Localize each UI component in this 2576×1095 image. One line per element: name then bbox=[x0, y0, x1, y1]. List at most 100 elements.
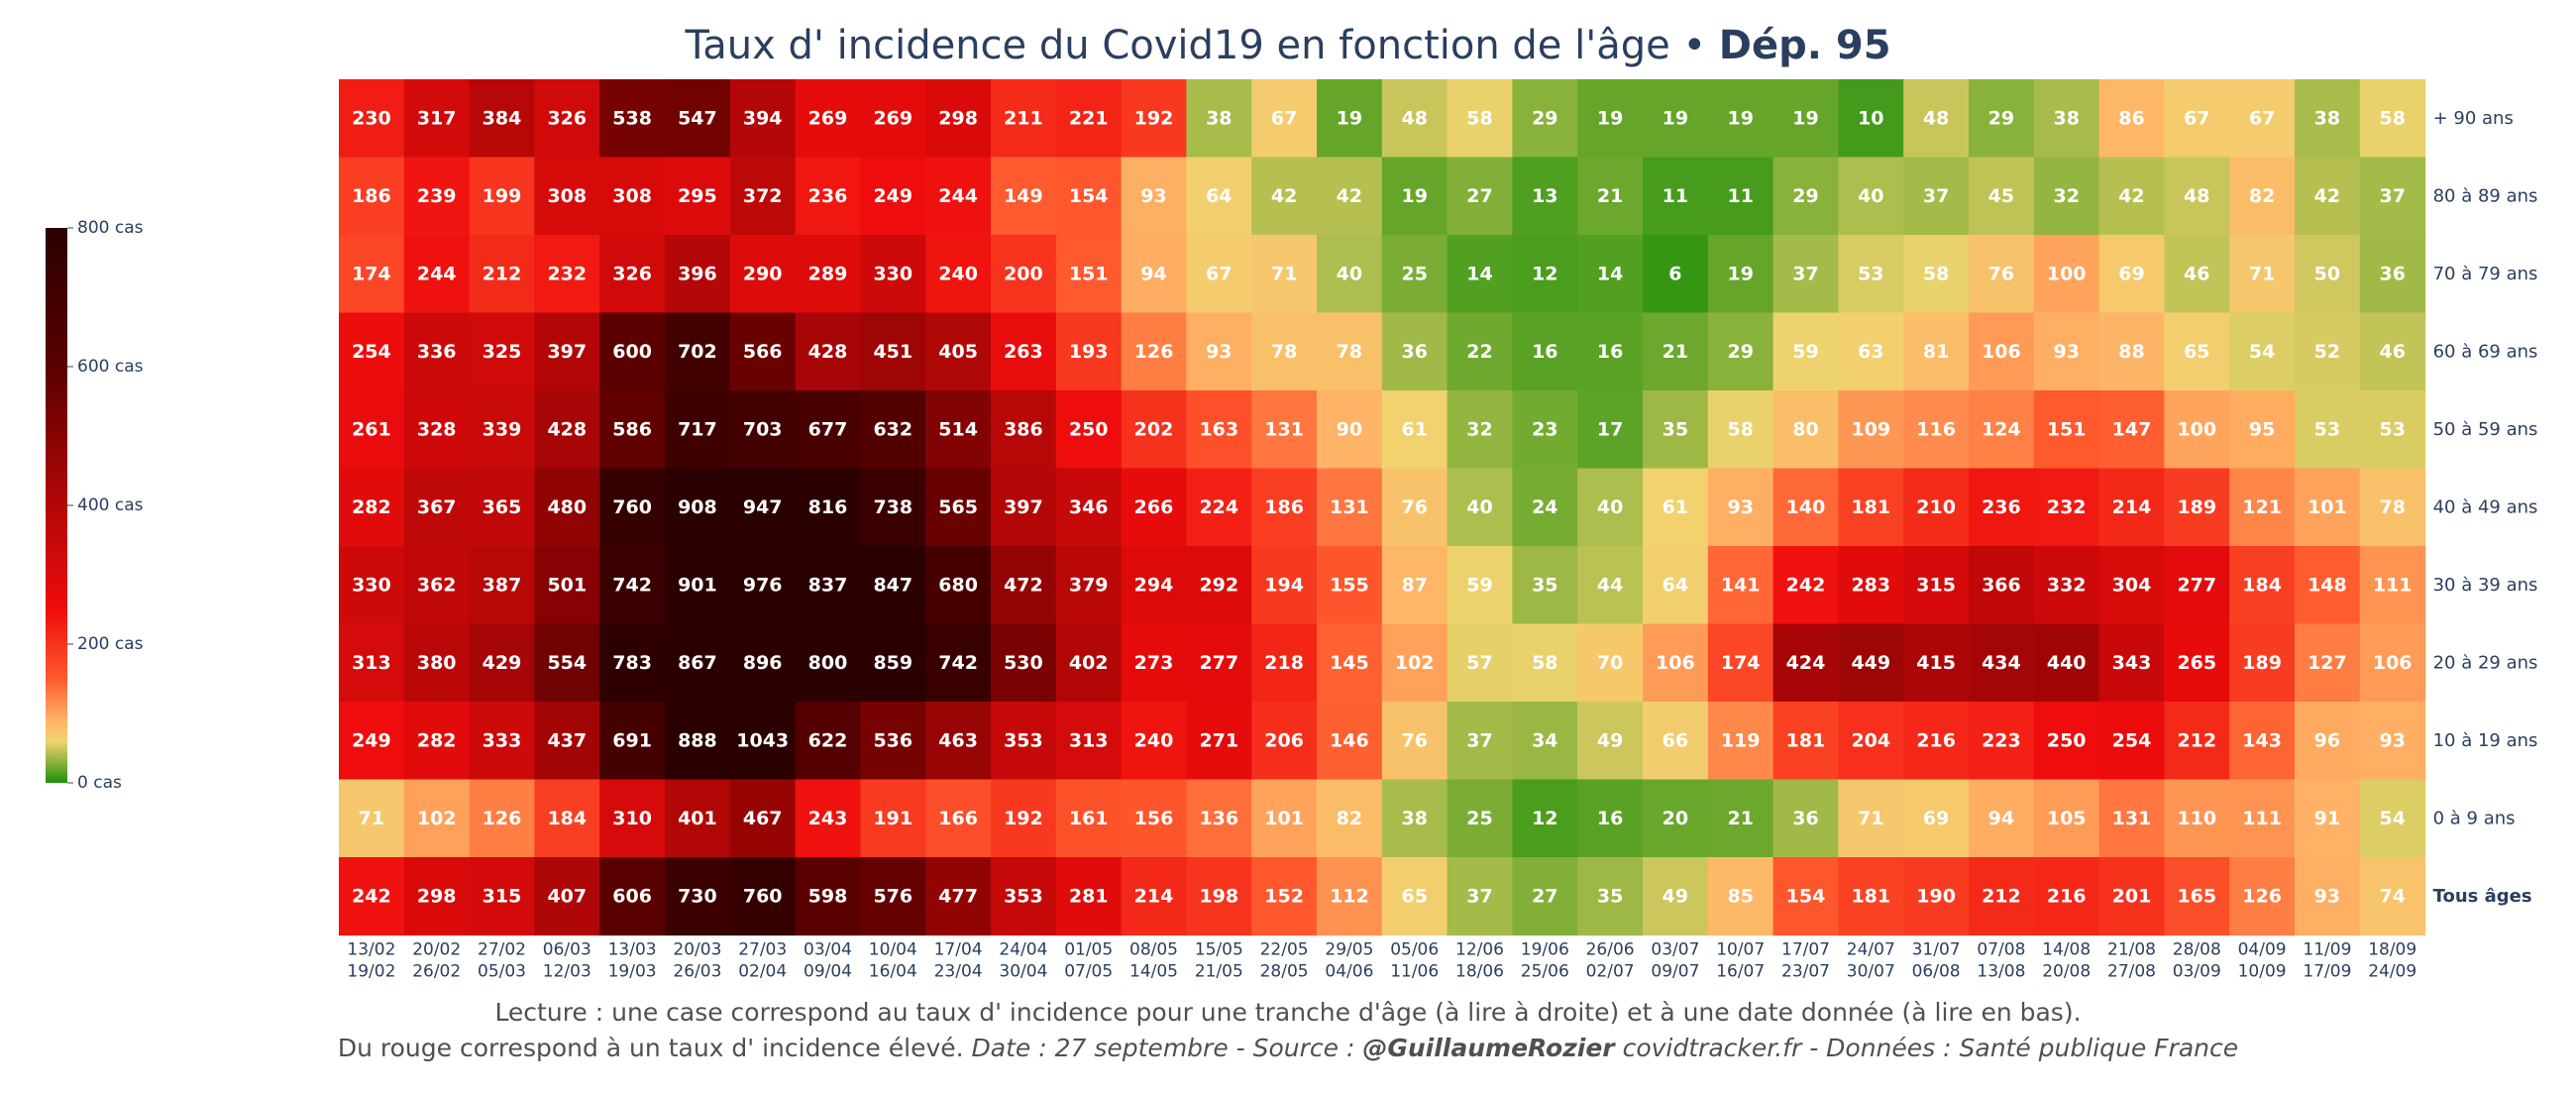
heatmap-cell bbox=[1772, 79, 1839, 159]
heatmap-cell bbox=[2098, 312, 2165, 391]
heatmap-cell bbox=[729, 312, 797, 391]
column-label-end: 19/03 bbox=[608, 962, 657, 982]
cell-value-label: 501 bbox=[547, 574, 587, 596]
heatmap-cell bbox=[1055, 546, 1123, 625]
heatmap-cell bbox=[1447, 468, 1513, 547]
cell-value-label: 57 bbox=[1466, 652, 1492, 674]
heatmap-cell bbox=[1903, 623, 1970, 703]
heatmap-cell bbox=[1251, 702, 1318, 781]
heatmap-cell bbox=[339, 546, 405, 625]
cell-value-label: 54 bbox=[2249, 341, 2275, 363]
heatmap-cell bbox=[1186, 702, 1252, 781]
heatmap-cell bbox=[469, 702, 535, 781]
cell-value-label: 48 bbox=[2184, 185, 2209, 207]
cell-value-label: 428 bbox=[808, 341, 848, 363]
heatmap-cell bbox=[1317, 157, 1383, 236]
heatmap-cell bbox=[991, 312, 1057, 391]
heatmap-cell bbox=[2164, 546, 2230, 625]
heatmap-cell bbox=[339, 390, 405, 470]
cell-value-label: 147 bbox=[2112, 418, 2152, 440]
heatmap-cell bbox=[534, 702, 600, 781]
heatmap-cell bbox=[795, 468, 861, 547]
cell-value-label: 947 bbox=[743, 496, 783, 518]
heatmap-cell bbox=[2359, 235, 2426, 314]
column-label-start: 27/03 bbox=[738, 940, 787, 960]
heatmap-cell bbox=[1707, 312, 1774, 391]
cell-value-label: 40 bbox=[1337, 263, 1362, 284]
heatmap-cell bbox=[1577, 157, 1644, 236]
heatmap-cell bbox=[1251, 79, 1318, 159]
heatmap-cell bbox=[2229, 468, 2296, 547]
cell-value-label: 166 bbox=[938, 808, 978, 829]
column-label-end: 16/07 bbox=[1716, 962, 1765, 982]
heatmap-cell bbox=[665, 157, 731, 236]
heatmap-cell bbox=[1772, 157, 1839, 236]
cell-value-label: 434 bbox=[1982, 652, 2021, 674]
cell-value-label: 78 bbox=[1271, 341, 1297, 363]
heatmap-cell bbox=[729, 157, 797, 236]
heatmap-cell bbox=[1186, 235, 1252, 314]
heatmap-cell bbox=[2098, 468, 2165, 547]
heatmap-cell bbox=[1838, 468, 1904, 547]
cell-value-label: 121 bbox=[2242, 496, 2282, 518]
cell-value-label: 110 bbox=[2177, 808, 2216, 829]
cell-value-label: 10 bbox=[1858, 107, 1883, 129]
heatmap-cell bbox=[1055, 157, 1123, 236]
heatmap-cell bbox=[1317, 857, 1383, 936]
heatmap-cell bbox=[1969, 623, 2035, 703]
cell-value-label: 155 bbox=[1330, 574, 1369, 596]
heatmap-cell bbox=[1969, 468, 2035, 547]
heatmap-cell bbox=[2033, 390, 2100, 470]
heatmap-cell bbox=[534, 235, 600, 314]
cell-value-label: 538 bbox=[612, 107, 652, 129]
heatmap-cell bbox=[860, 857, 926, 936]
heatmap-cell bbox=[2164, 702, 2230, 781]
heatmap-cell bbox=[795, 623, 861, 703]
column-label-start: 08/05 bbox=[1129, 940, 1178, 960]
cell-value-label: 58 bbox=[1532, 652, 1557, 674]
cell-value-label: 232 bbox=[2047, 496, 2087, 518]
heatmap-cell bbox=[534, 157, 600, 236]
heatmap-cell bbox=[534, 79, 600, 159]
cell-value-label: 194 bbox=[1264, 574, 1304, 596]
cell-value-label: 760 bbox=[743, 885, 783, 907]
cell-value-label: 184 bbox=[2242, 574, 2282, 596]
cell-value-label: 131 bbox=[2112, 808, 2152, 829]
cell-value-label: 64 bbox=[1206, 185, 1232, 207]
heatmap-cell bbox=[925, 390, 992, 470]
heatmap-cell bbox=[1055, 702, 1123, 781]
cell-value-label: 131 bbox=[1264, 418, 1304, 440]
cell-value-label: 82 bbox=[2249, 185, 2275, 207]
heatmap-cell bbox=[1251, 312, 1318, 391]
heatmap-cell bbox=[795, 79, 861, 159]
heatmap-cell bbox=[403, 235, 471, 314]
heatmap-cell bbox=[1447, 779, 1513, 858]
heatmap-cell bbox=[599, 623, 666, 703]
cell-value-label: 189 bbox=[2242, 652, 2282, 674]
column-label-end: 17/09 bbox=[2303, 962, 2351, 982]
heatmap-cell bbox=[2295, 468, 2361, 547]
cell-value-label: 372 bbox=[743, 185, 783, 207]
heatmap-cell bbox=[795, 546, 861, 625]
column-label-start: 21/08 bbox=[2107, 940, 2156, 960]
heatmap-cell bbox=[1121, 390, 1187, 470]
cell-value-label: 702 bbox=[678, 341, 717, 363]
cell-value-label: 78 bbox=[2379, 496, 2405, 518]
heatmap-cell bbox=[1903, 235, 1970, 314]
cell-value-label: 212 bbox=[2177, 729, 2216, 751]
cell-value-label: 243 bbox=[808, 808, 848, 829]
heatmap-cell bbox=[2164, 390, 2230, 470]
heatmap-cell bbox=[1186, 857, 1252, 936]
heatmap-cell bbox=[795, 702, 861, 781]
cell-value-label: 598 bbox=[808, 885, 848, 907]
cell-value-label: 717 bbox=[678, 418, 717, 440]
cell-value-label: 64 bbox=[1663, 574, 1688, 596]
heatmap-cell bbox=[2229, 390, 2296, 470]
heatmap-cell bbox=[1251, 779, 1318, 858]
heatmap-cell bbox=[1903, 546, 1970, 625]
column-label-start: 11/09 bbox=[2303, 940, 2351, 960]
cell-value-label: 536 bbox=[873, 729, 912, 751]
column-label-start: 13/02 bbox=[347, 940, 395, 960]
cell-value-label: 330 bbox=[352, 574, 391, 596]
cell-value-label: 269 bbox=[808, 107, 848, 129]
